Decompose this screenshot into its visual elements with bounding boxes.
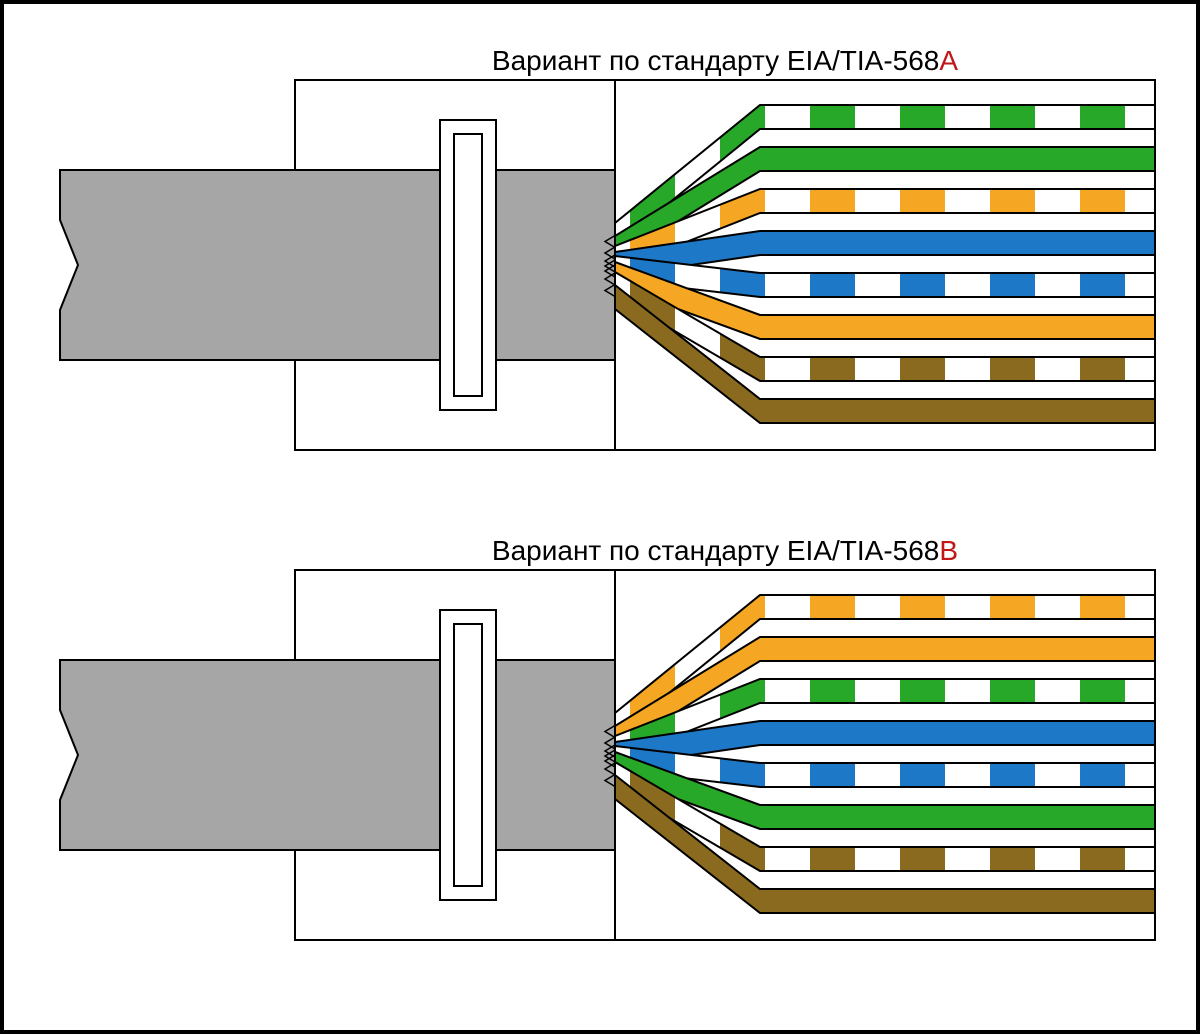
clip-outer <box>440 120 496 410</box>
cable-jacket <box>60 660 615 850</box>
cable-jacket <box>60 170 615 360</box>
diagram-root: Вариант по стандарту EIA/TIA-568A Вариант… <box>0 0 1200 1034</box>
clip-outer <box>440 610 496 900</box>
panel-title: Вариант по стандарту EIA/TIA-568B <box>492 535 958 566</box>
panel-title: Вариант по стандарту EIA/TIA-568A <box>492 45 958 76</box>
